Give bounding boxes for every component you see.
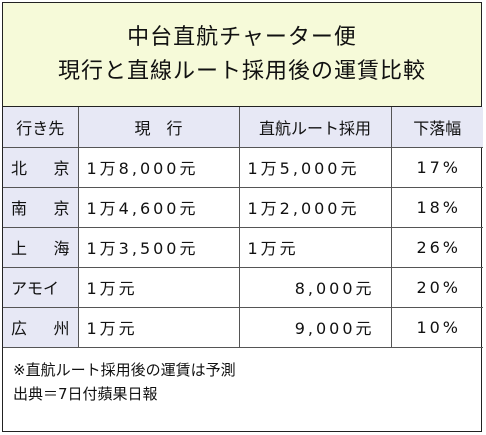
drop-cell: 10%: [390, 306, 483, 348]
table-row: 上海 1万3,500元 1万元 26%: [3, 226, 483, 268]
table-row: 南京 1万4,600元 1万2,000元 18%: [3, 186, 483, 228]
fare-comparison-card: 中台直航チャーター便 現行と直線ルート採用後の運賃比較 行き先 現 行 直航ルー…: [2, 2, 483, 432]
new-fare-cell: 1万2,000元: [238, 186, 392, 228]
current-fare-cell: 1万8,000元: [77, 146, 240, 188]
table-row: 広州 1万元 9,000元 10%: [3, 306, 483, 348]
source-note: 出典＝7日付蘋果日報: [13, 384, 158, 403]
current-fare-cell: 1万3,500元: [77, 226, 240, 268]
drop-cell: 17%: [390, 146, 483, 188]
new-fare-cell: 1万5,000元: [238, 146, 392, 188]
fare-table: 行き先 現 行 直航ルート採用 下落幅 北京 1万8,000元 1万5,000元…: [3, 107, 483, 348]
new-fare-cell: 9,000元: [238, 306, 392, 348]
current-fare-cell: 1万元: [77, 306, 240, 348]
drop-cell: 20%: [390, 266, 483, 308]
table-header-row: 行き先 現 行 直航ルート採用 下落幅: [3, 107, 483, 148]
drop-cell: 26%: [390, 226, 483, 268]
current-fare-cell: 1万4,600元: [77, 186, 240, 228]
table-row: 北京 1万8,000元 1万5,000元 17%: [3, 146, 483, 188]
title-line-2: 現行と直線ルート採用後の運賃比較: [57, 58, 426, 84]
city-cell: 南京: [3, 186, 79, 228]
new-fare-cell: 1万元: [238, 226, 392, 268]
title-line-1: 中台直航チャーター便: [127, 24, 357, 50]
drop-cell: 18%: [390, 186, 483, 228]
header-current: 現 行: [77, 107, 240, 148]
header-drop: 下落幅: [390, 107, 483, 148]
title-block: 中台直航チャーター便 現行と直線ルート採用後の運賃比較: [3, 3, 481, 107]
city-cell: 広州: [3, 306, 79, 348]
current-fare-cell: 1万元: [77, 266, 240, 308]
header-direct-route: 直航ルート採用: [238, 107, 392, 148]
city-cell: 北京: [3, 146, 79, 188]
table-row: アモイ 1万元 8,000元 20%: [3, 266, 483, 308]
new-fare-cell: 8,000元: [238, 266, 392, 308]
city-cell: 上海: [3, 226, 79, 268]
notes-block: ※直航ルート採用後の運賃は予測 出典＝7日付蘋果日報: [3, 348, 481, 406]
forecast-note: ※直航ルート採用後の運賃は予測: [13, 360, 236, 379]
city-cell: アモイ: [3, 266, 79, 308]
header-destination: 行き先: [3, 107, 79, 148]
